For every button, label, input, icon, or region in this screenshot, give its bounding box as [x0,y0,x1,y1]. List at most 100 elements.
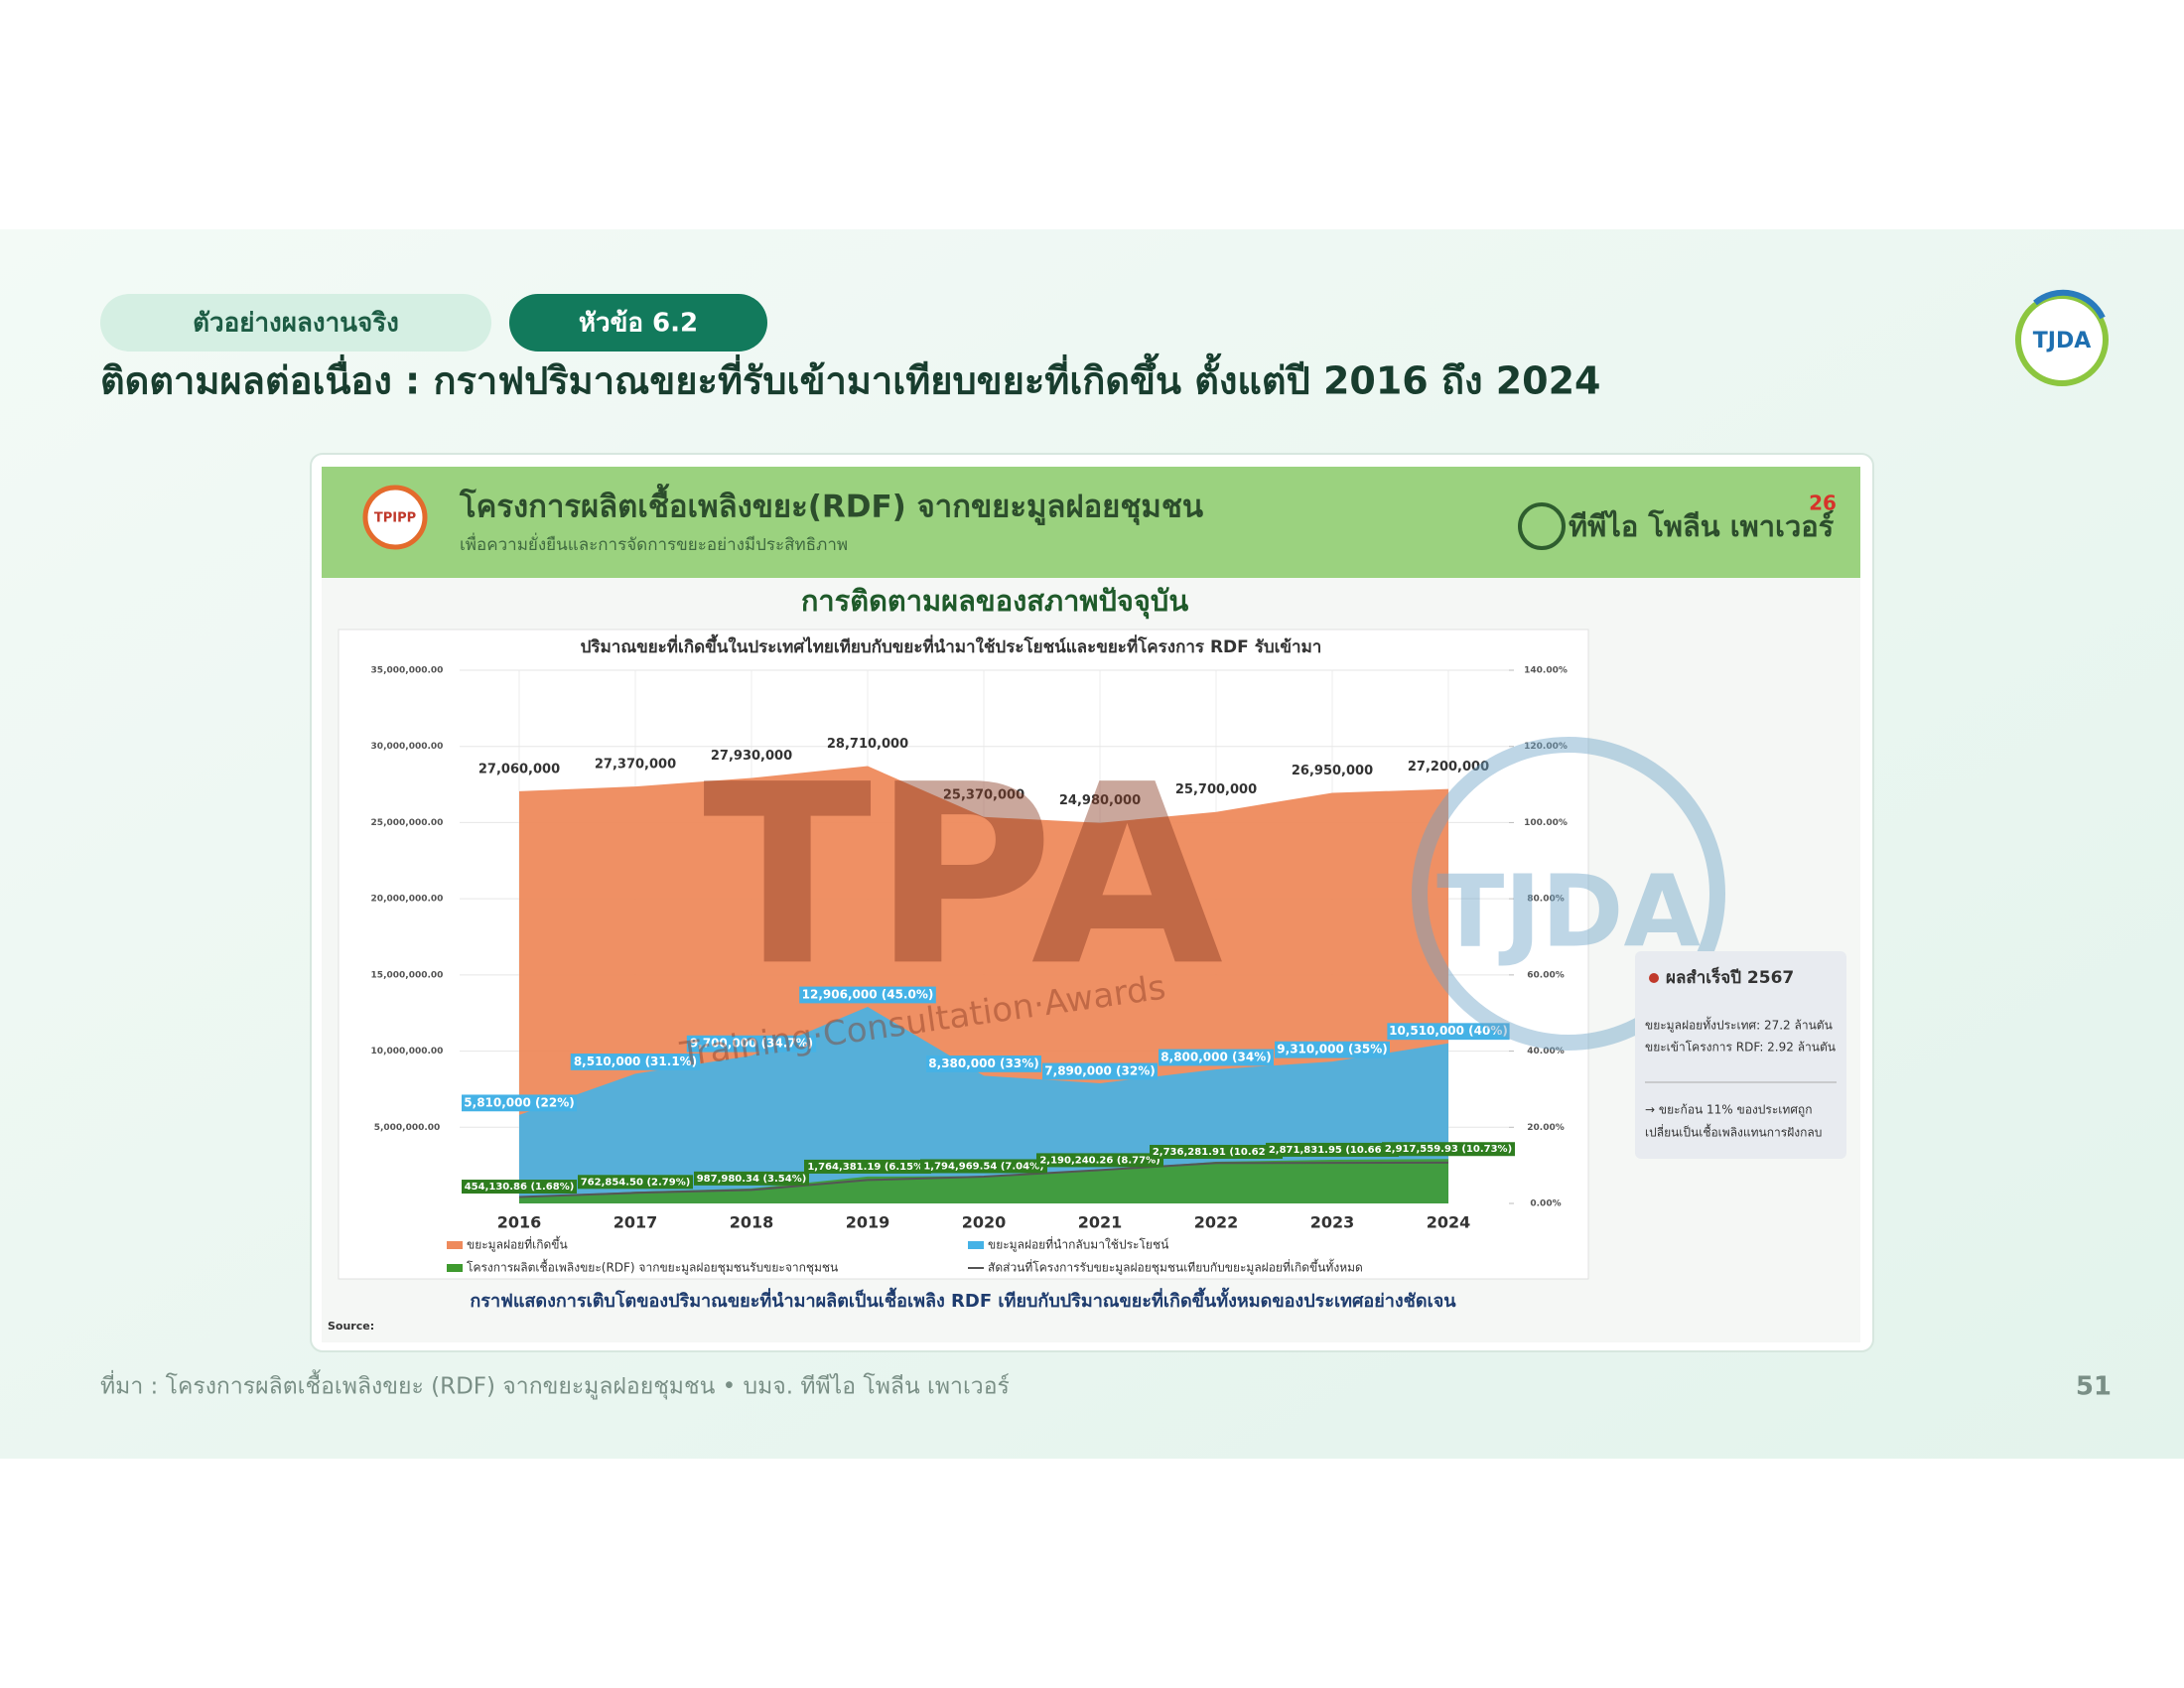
summary-line: ขยะมูลฝอยทั้งประเทศ: 27.2 ล้านตัน [1645,1017,1833,1034]
y-tick-label: 10,000,000.00 [371,1047,444,1056]
logo-text: TJDA [2033,329,2091,353]
y2-tick-label: 100.00% [1524,818,1568,828]
tag-text: ตัวอย่างผลงานจริง [193,309,399,339]
value-label: 24,980,000 [1059,793,1141,808]
legend-swatch [447,1241,463,1249]
y2-tick-label: 20.00% [1527,1123,1565,1133]
page-number: 51 [2076,1372,2112,1402]
x-tick-label: 2018 [730,1213,774,1232]
value-label-bg [462,1180,577,1195]
watermark-ring [1412,737,1725,1051]
image-header-title: โครงการผลิตเชื้อเพลิงขยะ(RDF) จากขยะมูลฝ… [459,484,1203,526]
value-label: 26,950,000 [1292,764,1373,778]
slide-title: ติดตามผลต่อเนื่อง : กราฟปริมาณขยะที่รับเ… [100,353,1601,403]
value-label: 27,930,000 [711,749,792,764]
value-label: 28,710,000 [827,737,908,752]
value-label-bg [920,1159,1047,1174]
y2-tick-label: 140.00% [1524,666,1568,676]
x-tick-label: 2020 [962,1213,1007,1232]
value-label: 1,764,381.19 (6.15%) [807,1162,927,1173]
value-label-bg [1382,1142,1515,1157]
plot-area: 5,000,000.00 10,000,000.00 15,000,000.00 20… [371,666,1568,1276]
value-label: 8,380,000 (33%) [928,1056,1038,1070]
value-label-bg [799,986,936,1004]
value-label-bg [570,1054,701,1070]
value-label: 1,794,969.54 (7.04%) [923,1161,1043,1172]
topic-pill [509,294,767,352]
value-label: 12,906,000 (45.0%) [802,987,934,1001]
y2-tick-label: 60.00% [1527,970,1565,980]
value-label: 2,190,240.26 (8.77%) [1039,1155,1160,1166]
x-tick-label: 2022 [1194,1213,1239,1232]
x-tick-label: 2024 [1427,1213,1471,1232]
value-label: 10,510,000 (40%) [1389,1024,1508,1038]
legend-label: ขยะมูลฝอยที่เกิดขึ้น [467,1236,568,1253]
watermark-text: TPA [703,731,1223,1020]
summary-box [1635,951,1846,1159]
summary-title: ผลสำเร็จปี 2567 [1666,965,1794,988]
value-label-bg [804,1159,931,1174]
brand-badge: 26 [1809,492,1837,515]
summary-line: → ขยะก้อน 11% ของประเทศถูก [1645,1103,1812,1118]
value-label: 454,130.86 (1.68%) [465,1182,575,1193]
logo-arrow [2033,289,2106,320]
value-label: 27,200,000 [1408,760,1489,774]
topic-text: หัวข้อ 6.2 [579,309,698,339]
logo-ring [2015,293,2109,386]
value-label: 2,917,559.93 (10.73%) [1385,1144,1512,1155]
value-label: 27,370,000 [595,758,676,773]
y2-tick-label: 80.00% [1527,895,1565,905]
image-header-band [322,467,1860,578]
summary-line: เปลี่ยนเป็นเชื้อเพลิงแทนการฝังกลบ [1645,1124,1822,1140]
y-tick-label: 35,000,000.00 [371,666,444,676]
y2-tick-label: 120.00% [1524,742,1568,752]
brand-name: ทีพีไอ โพลีน เพาเวอร์ [1569,508,1835,543]
value-label: 8,510,000 (31.1%) [574,1055,697,1068]
footer-source: ที่มา : โครงการผลิตเชื้อเพลิงขยะ (RDF) จ… [100,1370,1010,1400]
value-label: 9,310,000 (35%) [1277,1043,1387,1056]
value-label-bg [1150,1145,1283,1160]
x-tick-label: 2019 [846,1213,890,1232]
x-tick-label: 2016 [497,1213,542,1232]
y-tick-label: 25,000,000.00 [371,818,444,828]
value-label: 25,370,000 [943,787,1024,802]
value-label: 8,800,000 (34%) [1160,1050,1271,1063]
legend-swatch [447,1264,463,1272]
x-tick-label: 2021 [1078,1213,1123,1232]
value-label-bg [926,1055,1041,1072]
value-label: 762,854.50 (2.79%) [581,1177,691,1188]
y2-tick-label: 40.00% [1527,1047,1565,1056]
section-title: การติดตามผลของสภาพปัจจุบัน [801,584,1189,619]
y-tick-label: 20,000,000.00 [371,895,444,905]
value-label-bg [462,1094,577,1112]
image-header-subtitle: เพื่อความยั่งยืนและการจัดการขยะอย่างมีปร… [460,532,848,555]
y-tick-label: 15,000,000.00 [371,970,444,980]
area [519,1159,1448,1203]
value-label-bg [1159,1049,1274,1066]
watermark-logo: TJDA [1436,853,1701,969]
summary-pin [1649,973,1659,983]
image-caption: กราฟแสดงการเติบโตของปริมาณขยะที่นำมาผลิต… [470,1287,1456,1312]
share-line [518,1161,1449,1198]
value-label-bg [686,1035,817,1053]
y2-tick-label: 0.00% [1530,1199,1561,1209]
legend-label: ขยะมูลฝอยที่นำกลับมาใช้ประโยชน์ [988,1236,1168,1253]
legend-label: โครงการผลิตเชื้อเพลิงขยะ(RDF) จากขยะมูลฝ… [467,1259,838,1276]
value-label-bg [1387,1023,1510,1041]
tag-pill [100,294,491,352]
y-tick-label: 30,000,000.00 [371,742,444,752]
x-tick-label: 2023 [1310,1213,1355,1232]
value-label: 2,871,831.95 (10.66%) [1269,1145,1396,1156]
brand-mascot [1518,502,1566,550]
value-label: 27,060,000 [478,762,560,776]
value-label: 2,736,281.91 (10.62%) [1153,1147,1280,1158]
value-label-bg [1042,1062,1158,1080]
legend-label: สัดส่วนที่โครงการรับขยะมูลฝอยชุมชนเทียบก… [988,1259,1363,1276]
summary-line: ขยะเข้าโครงการ RDF: 2.92 ล้านตัน [1645,1041,1836,1055]
x-tick-label: 2017 [614,1213,658,1232]
value-label-bg [1275,1041,1390,1058]
y-tick-label: 5,000,000.00 [374,1123,441,1133]
